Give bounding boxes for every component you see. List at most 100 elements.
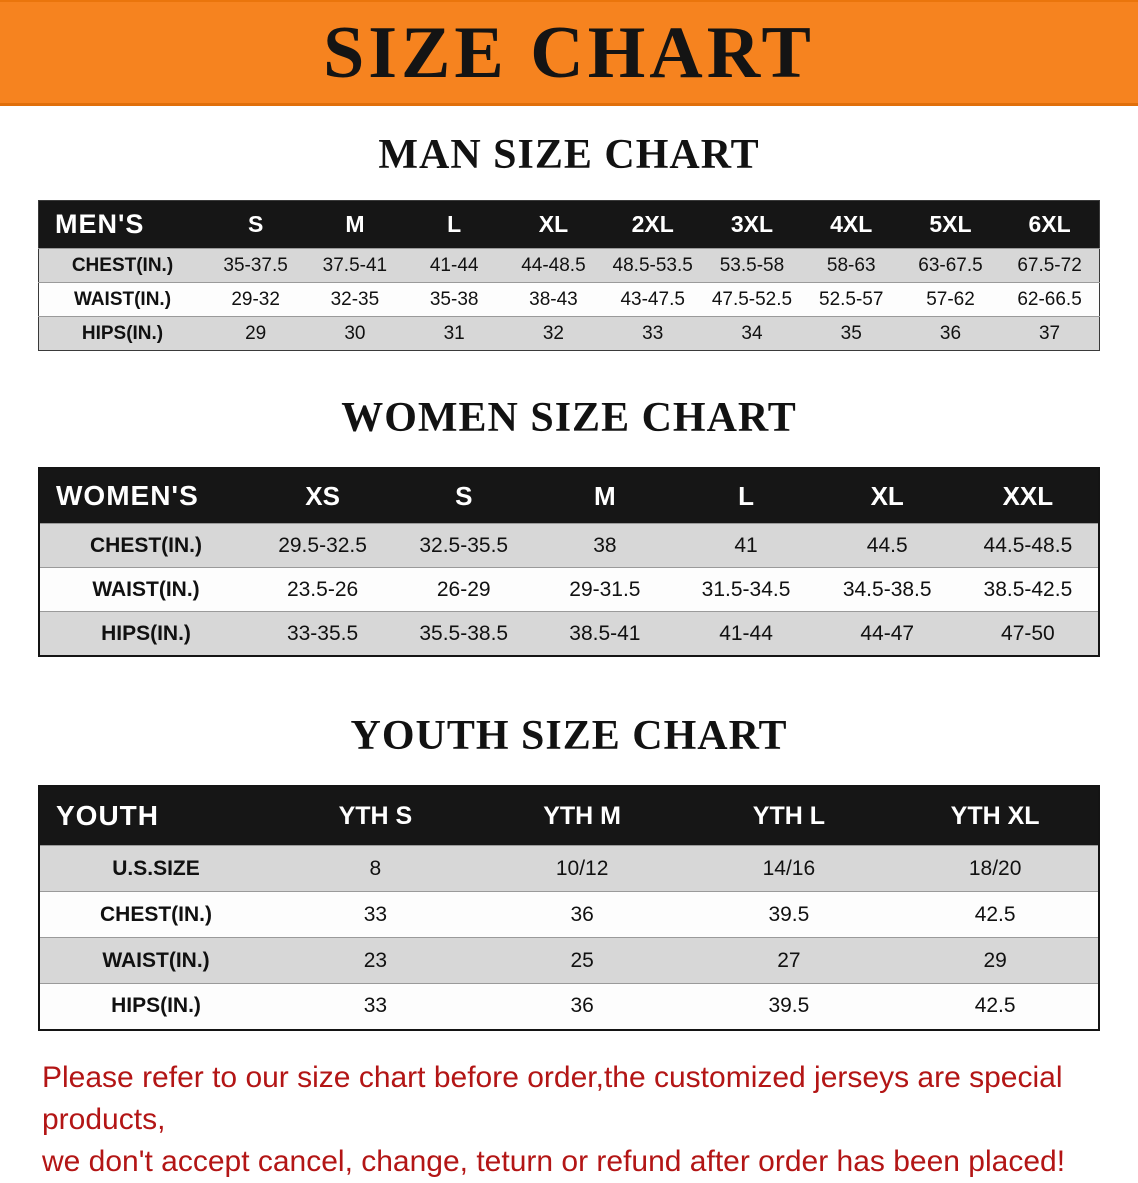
row-label: CHEST(IN.) [71, 254, 174, 276]
size-cell: 33 [363, 994, 388, 1018]
size-cell: 29.5-32.5 [278, 533, 367, 557]
size-table: MEN'S S M L XL 2XL 3XL 4XL 5XL 6XL CHEST(IN.) 35-37… [38, 200, 1100, 352]
column-header: YTH M [478, 786, 686, 846]
table-label: WOMEN'S [39, 468, 252, 524]
size-cell: 38 [593, 533, 617, 557]
table-header: WOMEN'S XS S M L XL XXL [39, 468, 1099, 524]
size-cell: 31.5-34.5 [701, 577, 791, 601]
size-cell: 33-35.5 [286, 621, 359, 645]
size-cell: 42.5 [974, 902, 1016, 926]
size-cell: 35 [840, 322, 862, 344]
row-label: HIPS(IN.) [111, 994, 201, 1018]
table-label: MEN'S [38, 200, 206, 249]
size-cell: 52.5-57 [819, 288, 884, 310]
women-size-table-wrap: WOMEN'S XS S M L XL XXL CHEST(IN.) 29.5-32.5 32.5… [0, 467, 1138, 657]
size-cell: 48.5-53.5 [612, 254, 693, 276]
table-row: HIPS(IN.) 33 36 39.5 42.5 [39, 983, 1099, 1030]
column-header: S [393, 468, 535, 524]
row-label: CHEST(IN.) [90, 533, 202, 557]
size-cell: 27 [777, 948, 801, 972]
column-header: S [206, 200, 306, 249]
row-label: CHEST(IN.) [100, 902, 212, 926]
size-cell: 62-66.5 [1017, 288, 1082, 310]
column-header: YTH L [685, 786, 893, 846]
row-label: HIPS(IN.) [101, 621, 191, 645]
table-body: CHEST(IN.) 35-37.5 37.5-41 41-44 44-48.5 48.5… [38, 248, 1100, 351]
header-row: MEN'S S M L XL 2XL 3XL 4XL 5XL 6XL [38, 200, 1100, 249]
size-cell: 23 [363, 948, 388, 972]
size-cell: 35-38 [429, 288, 479, 310]
column-header: YTH S [272, 786, 479, 846]
header-row: WOMEN'S XS S M L XL XXL [39, 468, 1099, 524]
table-body: U.S.SIZE 8 10/12 14/16 18/20 CHEST(IN.) 33 36 39… [39, 845, 1099, 1030]
table-header: YOUTH YTH S YTH M YTH L YTH XL [39, 786, 1099, 846]
notice-line-2: we don't accept cancel, change, teturn o… [42, 1144, 1066, 1178]
table-row: CHEST(IN.) 29.5-32.5 32.5-35.5 38 41 44.5 44.5… [39, 523, 1099, 568]
column-header: L [675, 468, 817, 524]
size-cell: 37 [1038, 322, 1061, 344]
table-label: YOUTH [39, 786, 272, 846]
size-cell: 38.5-42.5 [983, 577, 1073, 601]
table-header: MEN'S S M L XL 2XL 3XL 4XL 5XL 6XL [38, 200, 1100, 249]
row-label: HIPS(IN.) [81, 322, 164, 344]
size-cell: 14/16 [762, 856, 816, 880]
size-cell: 38.5-41 [569, 621, 641, 645]
section-women: WOMEN SIZE CHART WOMEN'S XS S M L XL XXL CHEST(… [0, 395, 1138, 657]
column-header: M [534, 468, 676, 524]
men-size-chart-heading: MAN SIZE CHART [378, 132, 760, 178]
size-cell: 38-43 [529, 288, 578, 310]
size-cell: 35-37.5 [223, 254, 288, 276]
column-header: L [404, 200, 504, 249]
footer-notice: Please refer to our size chart before or… [0, 1057, 1138, 1183]
size-cell: 44.5 [866, 533, 908, 557]
size-cell: 36 [570, 994, 594, 1018]
size-cell: 37.5-41 [322, 254, 388, 276]
size-cell: 8 [369, 856, 382, 880]
table-row: CHEST(IN.) 35-37.5 37.5-41 41-44 44-48.5 48.5… [38, 248, 1100, 283]
size-cell: 10/12 [555, 856, 609, 880]
size-cell: 43-47.5 [620, 288, 685, 310]
row-label: WAIST(IN.) [102, 948, 210, 972]
column-header: XS [252, 468, 394, 524]
size-cell: 47.5-52.5 [711, 288, 793, 310]
size-cell: 63-67.5 [918, 254, 983, 276]
size-cell: 36 [939, 322, 962, 344]
table-body: CHEST(IN.) 29.5-32.5 32.5-35.5 38 41 44.5 44.5… [39, 523, 1099, 656]
size-cell: 29-32 [231, 288, 280, 310]
size-cell: 44-47 [860, 621, 915, 645]
column-header: XL [816, 468, 958, 524]
women-size-chart-heading: WOMEN SIZE CHART [341, 395, 797, 442]
men-size-table-wrap: MEN'S S M L XL 2XL 3XL 4XL 5XL 6XL CHEST(IN.) 35-37… [0, 200, 1138, 352]
size-cell: 34.5-38.5 [842, 577, 932, 601]
size-cell: 41-44 [719, 621, 773, 645]
row-label: WAIST(IN.) [92, 577, 200, 601]
size-cell: 41 [734, 533, 758, 557]
size-cell: 42.5 [974, 994, 1016, 1018]
column-header: 5XL [900, 200, 1001, 249]
size-cell: 23.5-26 [286, 577, 359, 601]
size-cell: 33 [642, 322, 664, 344]
size-cell: 25 [570, 948, 594, 972]
size-table: WOMEN'S XS S M L XL XXL CHEST(IN.) 29.5-32.5 32.5… [38, 467, 1100, 657]
column-header: XL [503, 200, 604, 249]
size-cell: 58-63 [826, 254, 876, 276]
size-cell: 39.5 [768, 994, 810, 1018]
size-cell: 57-62 [926, 288, 975, 310]
youth-size-table-wrap: YOUTH YTH S YTH M YTH L YTH XL U.S.SIZE 8 10/12… [0, 785, 1138, 1031]
size-table: YOUTH YTH S YTH M YTH L YTH XL U.S.SIZE 8 10/12… [38, 785, 1100, 1031]
size-cell: 32-35 [330, 288, 380, 310]
table-row: HIPS(IN.) 33-35.5 35.5-38.5 38.5-41 41-44 44-… [39, 611, 1099, 656]
size-cell: 26-29 [436, 577, 491, 601]
size-cell: 29 [983, 948, 1007, 972]
table-row: CHEST(IN.) 33 36 39.5 42.5 [39, 891, 1099, 938]
size-cell: 44.5-48.5 [983, 533, 1073, 557]
column-header: 6XL [1000, 200, 1100, 249]
size-cell: 36 [570, 902, 594, 926]
size-cell: 53.5-58 [719, 254, 785, 276]
table-row: WAIST(IN.) 23.5-26 26-29 29-31.5 31.5-34.5 34… [39, 567, 1099, 612]
table-row: WAIST(IN.) 29-32 32-35 35-38 38-43 43-47.5 47.… [38, 282, 1100, 317]
column-header: YTH XL [892, 786, 1099, 846]
size-cell: 67.5-72 [1017, 254, 1082, 276]
youth-size-chart-heading: YOUTH SIZE CHART [350, 712, 788, 759]
